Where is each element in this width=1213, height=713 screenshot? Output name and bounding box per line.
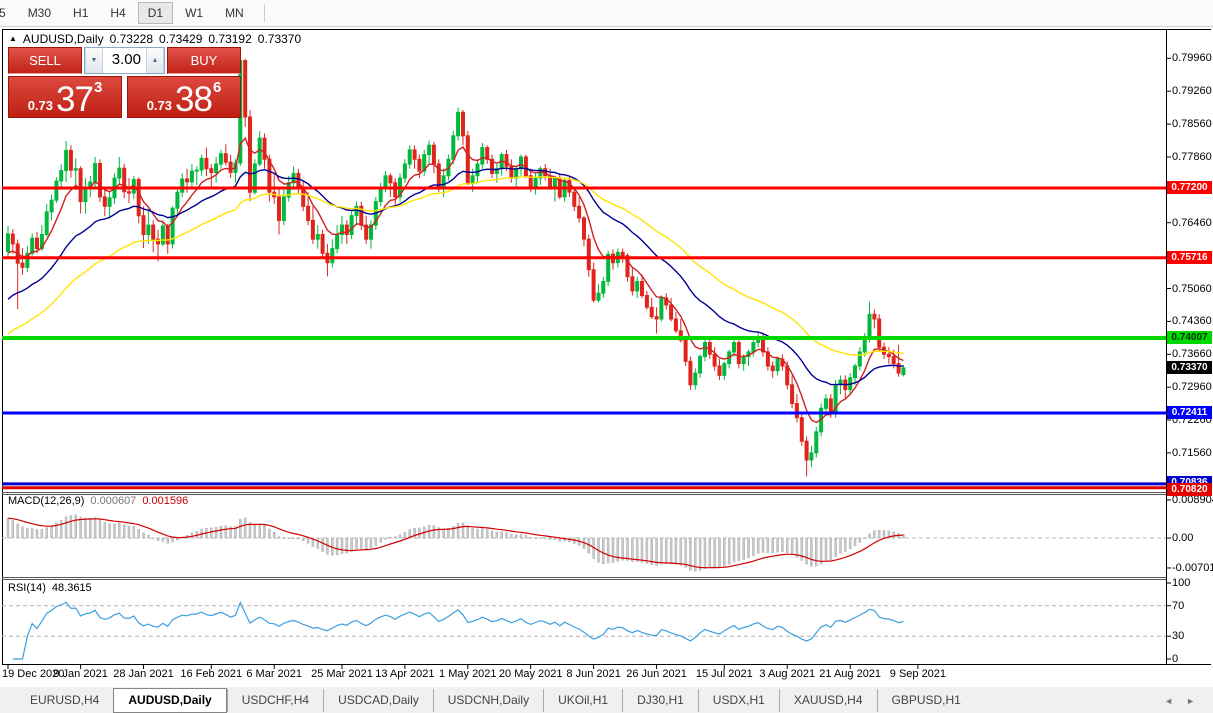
timeframe-button-mn[interactable]: MN [215,2,254,24]
macd-tick-label: -0.007013 [1172,561,1213,574]
rsi-tick-label: 70 [1172,599,1185,612]
buy-price-pip: 6 [212,79,222,96]
date-tick-label: 1 May 2021 [439,668,497,680]
date-tick-label: 26 Jun 2021 [626,668,687,680]
buy-price-prefix: 0.73 [146,98,173,113]
chart-tab-usdcad-daily[interactable]: USDCAD,Daily [323,688,433,712]
price-tick-label: 0.73660 [1172,348,1212,361]
date-tick-label: 3 Aug 2021 [759,668,816,680]
price-tick-label: 0.78560 [1172,118,1212,131]
volume-decrease-button[interactable]: ▼ [85,48,103,73]
ohlc-high: 0.73429 [159,32,203,46]
date-tick-label: 19 Dec 2020 [2,668,65,680]
rsi-tick-label: 0 [1172,653,1179,665]
chart-tab-bar: EURUSD,H4 AUDUSD,Daily USDCHF,H4 USDCAD,Dai… [0,686,1213,713]
chart-tab-ukoil-h1[interactable]: UKOil,H1 [543,688,622,712]
chart-tab-usdchf-h4[interactable]: USDCHF,H4 [226,688,323,712]
chart-tab-gbpusd-h1[interactable]: GBPUSD,H1 [876,688,975,712]
rsi-value: 48.3615 [51,582,92,594]
price-tick-label: 0.71560 [1172,446,1212,459]
date-tick-label: 13 Apr 2021 [375,668,435,680]
sell-price-big: 37 [56,80,94,119]
macd-main-value: 0.000607 [90,495,137,507]
rsi-tick-label: 100 [1172,577,1191,589]
tab-scroll-left-icon[interactable]: ◄ [1164,696,1173,706]
price-tick-label: 0.77860 [1172,150,1212,163]
price-line-badge: 0.70820 [1167,483,1212,497]
chart-tab-xauusd-h4[interactable]: XAUUSD,H4 [778,688,877,712]
volume-spinner: ▼ 3.00 ▲ [84,47,165,74]
date-tick-label: 6 Mar 2021 [246,668,303,680]
date-tick-label: 25 Mar 2021 [311,668,373,680]
date-tick-label: 8 Jun 2021 [566,668,621,680]
sell-price-pip: 3 [93,79,103,96]
date-tick-label: 20 May 2021 [498,668,563,680]
chart-tab-usdx-h1[interactable]: USDX,H1 [697,688,779,712]
date-tick-label: 21 Aug 2021 [819,668,882,680]
macd-name: MACD(12,26,9) [8,495,85,507]
tab-scroll-right-icon[interactable]: ► [1186,696,1195,706]
timeframe-button-h1[interactable]: H1 [63,2,98,24]
chart-tab-eurusd-h4[interactable]: EURUSD,H4 [30,692,100,707]
price-line-badge: 0.74007 [1167,331,1212,345]
ohlc-open: 0.73228 [109,32,153,46]
price-line-badge: 0.77200 [1167,181,1212,195]
timeframe-button-w1[interactable]: W1 [175,2,213,24]
buy-price-display[interactable]: 0.73 38 6 [127,76,241,118]
chart-tab-audusd-daily[interactable]: AUDUSD,Daily [113,687,227,713]
volume-input[interactable]: 3.00 [111,51,141,68]
ohlc-close: 0.73370 [257,32,302,46]
price-tick-label: 0.79960 [1172,52,1212,65]
chart-tab-dj30-h1[interactable]: DJ30,H1 [622,688,698,712]
chart-tab-usdcnh-daily[interactable]: USDCNH,Daily [432,688,543,712]
date-tick-label: 28 Jan 2021 [113,668,174,680]
macd-signal-value: 0.001596 [142,495,189,507]
rsi-indicator-label: RSI(14) 48.3615 [8,582,92,594]
timeframe-button-h4[interactable]: H4 [100,2,135,24]
price-tick-label: 0.79260 [1172,85,1212,98]
price-line-badge: 0.73370 [1167,361,1212,375]
date-tick-label: 15 Jul 2021 [695,668,753,680]
macd-tick-label: 0.008904 [1172,493,1213,506]
date-tick-label: 9 Jan 2021 [53,668,108,680]
timeframe-button-m30[interactable]: M30 [18,2,61,24]
price-line-badge: 0.72411 [1167,406,1212,420]
volume-increase-button[interactable]: ▲ [146,48,164,73]
one-click-trading-panel: SELL ▼ 3.00 ▲ BUY 0.73 37 3 0.73 38 6 [8,47,241,118]
date-tick-label: 16 Feb 2021 [180,668,243,680]
chart-header: ▲ AUDUSD,Daily 0.73228 0.73429 0.73192 0… [9,32,301,46]
price-tick-label: 0.74360 [1172,315,1212,328]
buy-price-big: 38 [175,80,213,119]
price-tick-label: 0.72960 [1172,381,1212,394]
chart-symbol-label: AUDUSD,Daily [22,32,104,46]
timeframe-toolbar: 5M30H1H4D1W1MN [0,0,1213,27]
ohlc-low: 0.73192 [208,32,252,46]
timeframe-button-5[interactable]: 5 [0,2,16,24]
sell-price-prefix: 0.73 [27,98,54,113]
sell-price-display[interactable]: 0.73 37 3 [8,76,122,118]
toolbar-separator [263,4,265,22]
price-tick-label: 0.75060 [1172,282,1212,295]
macd-tick-label: 0.00 [1172,532,1194,544]
date-tick-label: 9 Sep 2021 [889,668,947,680]
rsi-name: RSI(14) [8,582,46,594]
timeframe-button-d1[interactable]: D1 [137,2,174,24]
sell-button[interactable]: SELL [8,47,82,74]
buy-button[interactable]: BUY [167,47,241,74]
price-tick-label: 0.76460 [1172,216,1212,229]
price-line-badge: 0.75716 [1167,251,1212,265]
rsi-tick-label: 30 [1172,630,1185,643]
macd-indicator-label: MACD(12,26,9) 0.000607 0.001596 [8,495,188,507]
collapse-icon[interactable]: ▲ [9,34,17,43]
